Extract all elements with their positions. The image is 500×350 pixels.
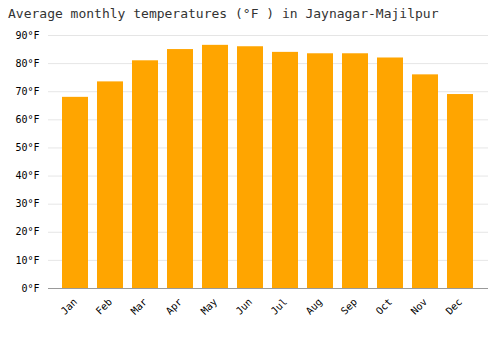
svg-text:0°F: 0°F xyxy=(21,283,39,294)
svg-text:Feb: Feb xyxy=(94,296,115,317)
svg-text:Oct: Oct xyxy=(374,296,395,317)
svg-text:20°F: 20°F xyxy=(15,226,39,237)
svg-text:50°F: 50°F xyxy=(15,142,39,153)
svg-text:70°F: 70°F xyxy=(15,86,39,97)
svg-text:Mar: Mar xyxy=(129,296,150,317)
svg-text:30°F: 30°F xyxy=(15,198,39,209)
svg-text:60°F: 60°F xyxy=(15,114,39,125)
svg-text:Sep: Sep xyxy=(339,296,360,317)
svg-text:80°F: 80°F xyxy=(15,58,39,69)
svg-text:Jun: Jun xyxy=(234,296,255,317)
svg-text:40°F: 40°F xyxy=(15,170,39,181)
html-text:Average monthly temperatures (: Average monthly temperatures (°F ) in Ja… xyxy=(8,6,439,21)
svg-text:90°F: 90°F xyxy=(15,30,39,41)
svg-text:Aug: Aug xyxy=(304,296,325,317)
svg-text:Dec: Dec xyxy=(444,296,465,317)
svg-text:Nov: Nov xyxy=(409,296,430,317)
svg-text:Jan: Jan xyxy=(59,296,80,317)
svg-text:Jul: Jul xyxy=(269,296,290,317)
svg-text:May: May xyxy=(199,296,220,317)
svg-text:10°F: 10°F xyxy=(15,255,39,266)
svg-text:Apr: Apr xyxy=(164,296,185,317)
